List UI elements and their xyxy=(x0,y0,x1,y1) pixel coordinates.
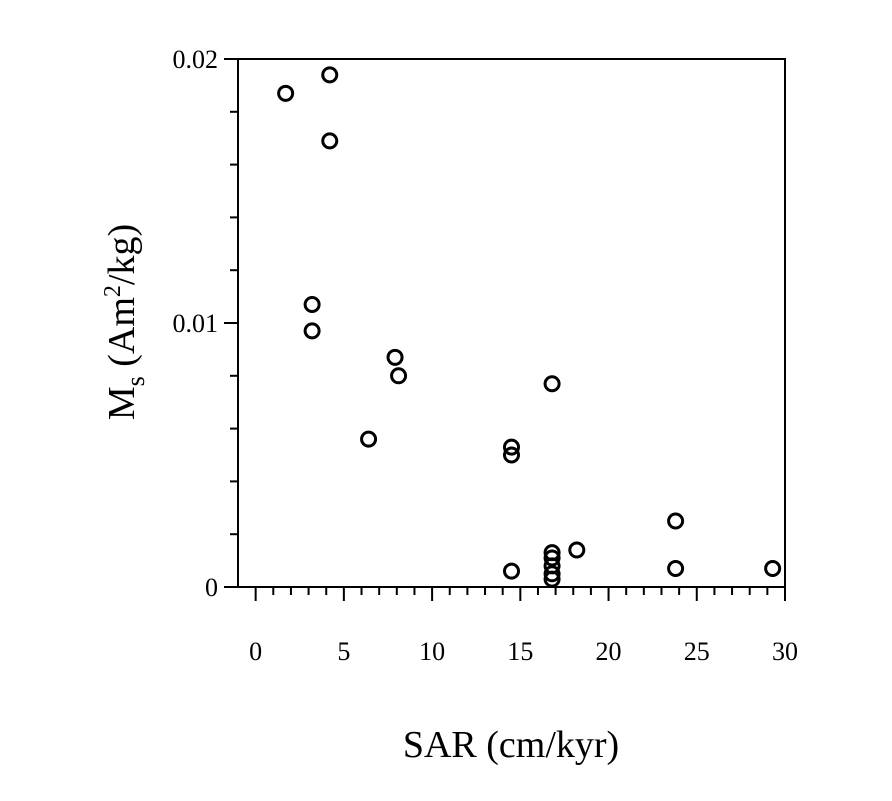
data-point xyxy=(360,430,378,448)
data-point xyxy=(277,84,295,102)
y-axis-title-base: M xyxy=(101,386,143,420)
y-axis-tick-labels: 0 0.01 0.02 xyxy=(173,45,219,602)
x-tick-label: 20 xyxy=(596,637,622,666)
y-axis-title-subscript: s xyxy=(121,376,150,386)
x-tick-label: 5 xyxy=(337,637,350,666)
data-point xyxy=(303,322,321,340)
data-point xyxy=(667,512,685,530)
data-point xyxy=(321,66,339,84)
y-axis-title: Ms (Am2/kg) xyxy=(100,224,150,420)
plot-frame xyxy=(237,58,786,588)
x-axis-ticks xyxy=(254,587,786,601)
data-points xyxy=(277,66,782,588)
y-axis-title-units: /kg) xyxy=(101,224,143,285)
data-point xyxy=(667,560,685,578)
y-axis-ticks xyxy=(224,58,238,588)
data-point xyxy=(503,562,520,580)
data-point xyxy=(303,296,321,314)
y-tick-label: 0.02 xyxy=(173,45,219,74)
data-point xyxy=(568,541,586,559)
y-tick-label: 0 xyxy=(205,573,218,602)
x-tick-label: 30 xyxy=(772,637,798,666)
data-point xyxy=(503,446,520,464)
data-point xyxy=(543,549,561,567)
data-point xyxy=(543,375,561,393)
data-point xyxy=(390,367,408,385)
data-point xyxy=(543,570,561,588)
y-axis-title-superscript: 2 xyxy=(100,285,126,297)
data-point xyxy=(386,348,404,366)
data-point xyxy=(543,565,561,583)
data-point xyxy=(321,132,339,150)
data-point xyxy=(503,438,520,456)
y-axis-title-text: (Am xyxy=(101,297,143,376)
x-tick-label: 15 xyxy=(507,637,533,666)
data-point xyxy=(764,560,782,578)
x-axis-tick-labels: 0 5 10 15 20 25 30 xyxy=(249,637,798,666)
x-tick-label: 0 xyxy=(249,637,262,666)
x-axis-title: SAR (cm/kyr) xyxy=(403,724,619,766)
x-tick-label: 10 xyxy=(419,637,445,666)
x-tick-label: 25 xyxy=(684,637,710,666)
y-tick-label: 0.01 xyxy=(173,309,219,338)
